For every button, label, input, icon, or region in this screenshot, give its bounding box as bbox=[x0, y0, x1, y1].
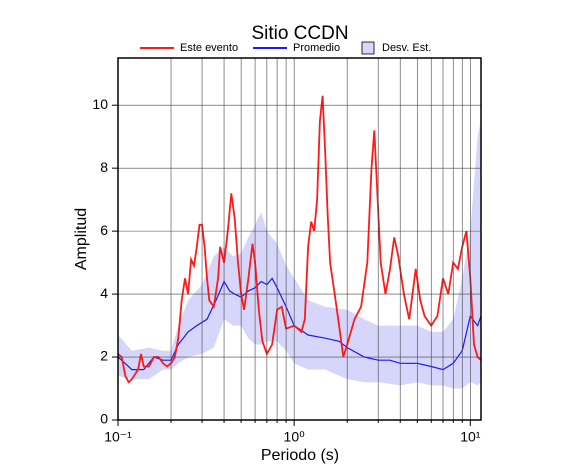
y-tick-label: 6 bbox=[100, 222, 108, 238]
series-line bbox=[118, 95, 481, 384]
y-tick-label: 0 bbox=[100, 411, 108, 427]
x-tick-label: 10¹ bbox=[460, 429, 481, 445]
x-axis-label: Periodo (s) bbox=[261, 447, 339, 464]
plot-frame bbox=[117, 57, 482, 421]
legend-label: Promedio bbox=[293, 42, 340, 54]
y-tick-label: 4 bbox=[100, 285, 108, 301]
y-tick-label: 8 bbox=[100, 159, 108, 175]
chart-title: Sitio CCDN bbox=[251, 23, 348, 44]
legend-label: Este evento bbox=[180, 42, 238, 54]
plot-area bbox=[118, 95, 481, 389]
y-tick-label: 2 bbox=[100, 348, 108, 364]
x-tick-label: 10⁰ bbox=[284, 429, 306, 445]
y-axis-label: Amplitud bbox=[73, 208, 90, 270]
x-tick-label: 10⁻¹ bbox=[104, 429, 132, 445]
legend-swatch bbox=[361, 41, 375, 55]
series-line bbox=[118, 277, 481, 371]
std-band bbox=[118, 117, 481, 389]
y-tick-label: 10 bbox=[92, 96, 108, 112]
legend-label: Desv. Est. bbox=[382, 42, 431, 54]
